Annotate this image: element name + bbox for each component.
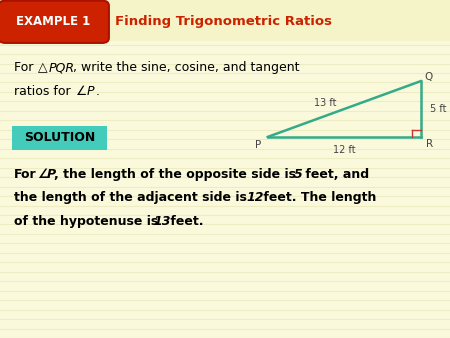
Text: P: P xyxy=(255,140,261,150)
Text: of the hypotenuse is: of the hypotenuse is xyxy=(14,215,162,228)
Text: P: P xyxy=(86,85,94,98)
Text: 13 ft: 13 ft xyxy=(314,98,337,108)
Text: △: △ xyxy=(38,61,48,74)
FancyBboxPatch shape xyxy=(12,126,107,150)
Text: Finding Trigonometric Ratios: Finding Trigonometric Ratios xyxy=(115,15,332,28)
Text: 13: 13 xyxy=(153,215,171,228)
FancyBboxPatch shape xyxy=(0,0,450,41)
Text: 12: 12 xyxy=(247,191,264,204)
Text: PQR: PQR xyxy=(49,61,75,74)
Text: feet.: feet. xyxy=(166,215,203,228)
Text: ratios for: ratios for xyxy=(14,85,74,98)
Text: the length of the adjacent side is: the length of the adjacent side is xyxy=(14,191,251,204)
Text: 5 ft: 5 ft xyxy=(430,104,446,114)
Text: .: . xyxy=(95,85,99,98)
Text: , the length of the opposite side is: , the length of the opposite side is xyxy=(54,168,301,180)
Text: feet, and: feet, and xyxy=(301,168,369,180)
Text: For: For xyxy=(14,168,36,180)
Text: Q: Q xyxy=(425,72,433,82)
FancyBboxPatch shape xyxy=(0,1,109,43)
Text: P: P xyxy=(46,168,55,180)
Text: ∠: ∠ xyxy=(76,85,87,98)
Text: For: For xyxy=(14,61,37,74)
Text: 12 ft: 12 ft xyxy=(333,145,356,155)
Text: ∠: ∠ xyxy=(37,168,48,180)
Text: SOLUTION: SOLUTION xyxy=(24,131,95,144)
Text: feet. The length: feet. The length xyxy=(259,191,376,204)
Text: R: R xyxy=(426,139,433,149)
Text: EXAMPLE 1: EXAMPLE 1 xyxy=(16,15,90,28)
Text: , write the sine, cosine, and tangent: , write the sine, cosine, and tangent xyxy=(73,61,299,74)
Text: 5: 5 xyxy=(293,168,302,180)
